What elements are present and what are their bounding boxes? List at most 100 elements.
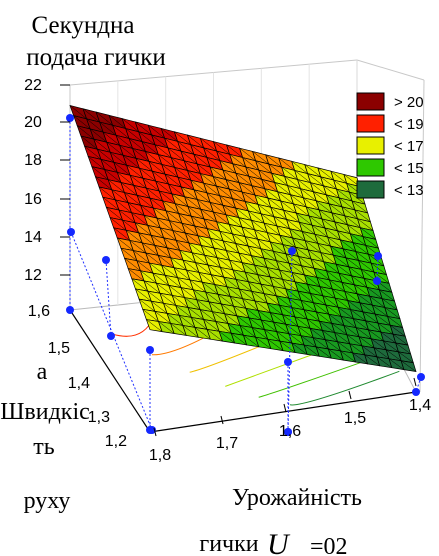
surface-cell-diagonal — [136, 260, 154, 274]
surface-cell-diagonal — [323, 261, 340, 274]
surface-cell-diagonal — [216, 185, 233, 199]
surface-cell-diagonal — [395, 342, 411, 355]
surface-cell-diagonal — [326, 194, 343, 208]
surface-cell-diagonal — [368, 329, 384, 342]
surface-cell-diagonal — [333, 255, 349, 268]
y-axis-label-line-2: Швидкіс — [0, 399, 90, 425]
surface-cell-diagonal — [238, 182, 256, 196]
x-axis-label-line-1: Урожайність — [232, 485, 362, 511]
surface-cell-diagonal — [283, 210, 300, 223]
surface-cell-diagonal — [316, 346, 332, 359]
surface-cell-diagonal — [191, 216, 208, 229]
surface-cell-diagonal — [203, 319, 220, 332]
surface-cell-diagonal — [200, 173, 217, 187]
surface-cell-diagonal — [331, 212, 348, 225]
surface-cell-diagonal — [302, 231, 319, 244]
surface-cell-diagonal — [278, 157, 295, 171]
surface-cell-diagonal — [251, 255, 268, 268]
surface-cell-diagonal — [222, 169, 240, 183]
surface-cell-diagonal — [221, 303, 238, 317]
surface-cell-diagonal — [353, 318, 369, 331]
floor-front-edge — [149, 391, 417, 433]
surface-cell-diagonal — [297, 179, 314, 192]
surface-cell-diagonal — [117, 237, 134, 251]
surface-cell-diagonal — [161, 164, 179, 178]
surface-cell-diagonal — [322, 295, 339, 308]
surface-cell-diagonal — [216, 257, 234, 271]
surface-cell-diagonal — [388, 358, 405, 370]
surface-cell-diagonal — [202, 282, 219, 295]
surface-cell-diagonal — [77, 125, 94, 140]
surface-cell-diagonal — [142, 309, 159, 322]
surface-cell-diagonal — [223, 276, 240, 290]
surface-cell-diagonal — [104, 169, 122, 183]
surface-cell-diagonal — [297, 290, 314, 303]
legend-label: < 19 — [394, 116, 424, 133]
surface-cell-diagonal — [97, 149, 114, 163]
z-tick-label: 14 — [24, 229, 42, 246]
surface-cell-diagonal — [204, 255, 221, 268]
surface-cell-diagonal — [273, 286, 289, 299]
surface-cell-diagonal — [148, 124, 165, 139]
legend: > 20 < 19 < 17 < 15 < 13 — [356, 92, 424, 199]
surface-cell-diagonal — [254, 229, 271, 243]
surface-cell-diagonal — [149, 262, 166, 276]
surface-cell-diagonal — [170, 323, 187, 336]
measured-point — [288, 247, 296, 255]
surface-cell-diagonal — [159, 293, 176, 306]
surface-cell-diagonal — [177, 141, 195, 155]
measured-point — [374, 252, 382, 260]
surface-cell-diagonal — [304, 274, 321, 287]
surface-cell-diagonal — [176, 240, 193, 253]
surface-cell-diagonal — [90, 128, 107, 143]
surface-cell-diagonal — [235, 172, 253, 186]
surface-cell-diagonal — [158, 321, 175, 334]
surface-cell-diagonal — [276, 260, 293, 273]
surface-cell-diagonal — [158, 154, 175, 168]
surface-cell-diagonal — [352, 242, 369, 255]
measured-point — [284, 358, 292, 366]
surface-cell-diagonal — [242, 157, 259, 171]
floor-contour-line — [289, 370, 400, 406]
surface-cell-diagonal — [340, 350, 356, 363]
surface-cell-diagonal — [180, 287, 197, 300]
surface-cell-diagonal — [86, 118, 104, 133]
surface-cell-diagonal — [88, 156, 105, 170]
surface-cell-diagonal — [175, 305, 192, 318]
surface-cell-diagonal — [349, 343, 365, 356]
surface-cell-diagonal — [235, 279, 252, 292]
surface-cell-diagonal — [298, 256, 315, 269]
surface-cell-diagonal — [212, 311, 229, 324]
surface-cell-diagonal — [291, 342, 308, 355]
surface-cell-diagonal — [355, 251, 372, 264]
surface-cell-diagonal — [187, 206, 205, 220]
surface-cell-diagonal — [251, 185, 268, 199]
surface-cell-diagonal — [319, 321, 335, 333]
surface-cell-diagonal — [190, 179, 208, 193]
y-axis-label-line-1: а — [37, 359, 48, 385]
surface-cell-diagonal — [343, 248, 359, 261]
surface-cell-diagonal — [103, 131, 120, 146]
surface-cell-diagonal — [380, 331, 396, 344]
surface-cell-diagonal — [113, 227, 130, 241]
surface-cell-diagonal — [203, 218, 221, 232]
surface-cell-diagonal — [362, 236, 379, 249]
surface-cell-diagonal — [357, 293, 373, 306]
surface-cell-diagonal — [313, 302, 329, 315]
surface-cell-diagonal — [317, 243, 334, 256]
surface-cell-diagonal — [208, 301, 225, 314]
surface-cell-diagonal — [306, 206, 323, 220]
surface-cell-diagonal — [161, 265, 178, 278]
surface-cell-diagonal — [279, 305, 296, 318]
surface-cell-diagonal — [290, 194, 307, 208]
surface-cell-diagonal — [235, 207, 252, 221]
surface-cell-diagonal — [215, 321, 232, 334]
surface-cell-diagonal — [279, 235, 296, 248]
surface-cell-diagonal — [358, 336, 375, 349]
surface-cell-diagonal — [161, 128, 178, 142]
surface-cell-diagonal — [229, 259, 246, 273]
surface-cell-diagonal — [163, 303, 180, 316]
surface-cell-diagonal — [254, 264, 271, 278]
legend-label: < 17 — [394, 138, 424, 155]
surface-cell-diagonal — [174, 167, 191, 181]
